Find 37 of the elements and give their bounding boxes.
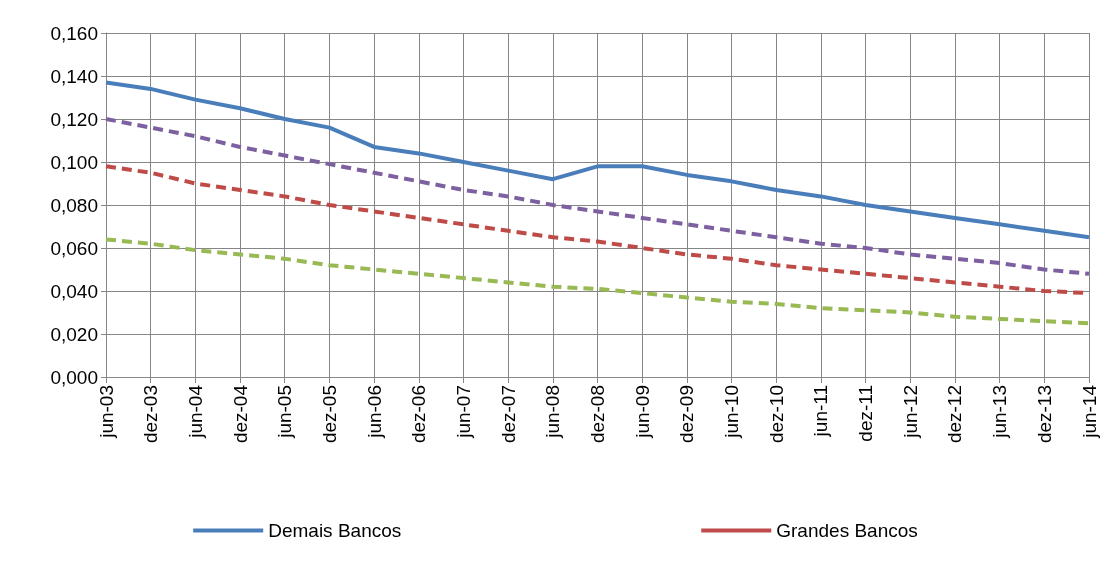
x-tick-label: dez-04 bbox=[229, 384, 251, 444]
x-tick-label: jun-06 bbox=[363, 385, 385, 439]
x-tick-label: dez-11 bbox=[855, 385, 877, 442]
y-tick-label: 0,100 bbox=[50, 151, 98, 173]
line-series bbox=[104, 237, 1091, 326]
x-tick-label: jun-10 bbox=[721, 385, 743, 439]
x-tick-label: jun-08 bbox=[542, 385, 564, 439]
x-tick-label: jun-14 bbox=[1078, 384, 1100, 439]
x-tick-label: dez-06 bbox=[408, 385, 430, 444]
y-tick-label: 0,080 bbox=[50, 194, 98, 216]
x-tick-label: dez-05 bbox=[318, 385, 340, 444]
x-tick-label: jun-12 bbox=[899, 385, 921, 439]
x-tick-label: jun-07 bbox=[452, 385, 474, 439]
y-tick-label: 0,000 bbox=[50, 366, 98, 388]
x-tick-label: jun-03 bbox=[95, 385, 117, 439]
x-tick-label: jun-09 bbox=[631, 385, 653, 439]
x-tick-label: dez-03 bbox=[140, 385, 162, 444]
x-tick-label: jun-05 bbox=[274, 385, 296, 439]
line-series bbox=[104, 80, 1091, 240]
y-tick-label: 0,120 bbox=[50, 108, 98, 130]
line-series bbox=[104, 117, 1091, 276]
x-tick-label: jun-04 bbox=[184, 384, 206, 439]
x-tick-label: jun-13 bbox=[989, 385, 1011, 439]
x-tick-label: dez-08 bbox=[587, 385, 608, 444]
legend-label: Demais Bancos bbox=[268, 520, 402, 541]
y-tick-label: 0,040 bbox=[50, 280, 98, 302]
x-tick-label: dez-10 bbox=[765, 385, 787, 444]
x-tick-label: dez-09 bbox=[676, 385, 698, 444]
x-tick-label: dez-12 bbox=[944, 385, 966, 444]
legend-label: Grandes Bancos bbox=[776, 520, 918, 541]
y-tick-label: 0,160 bbox=[50, 22, 98, 44]
x-tick-label: jun-11 bbox=[810, 385, 832, 438]
y-tick-label: 0,140 bbox=[50, 65, 98, 87]
y-tick-label: 0,020 bbox=[50, 323, 98, 345]
y-tick-label: 0,060 bbox=[50, 237, 98, 259]
x-tick-label: dez-13 bbox=[1033, 385, 1055, 444]
x-tick-label: dez-07 bbox=[497, 385, 519, 444]
